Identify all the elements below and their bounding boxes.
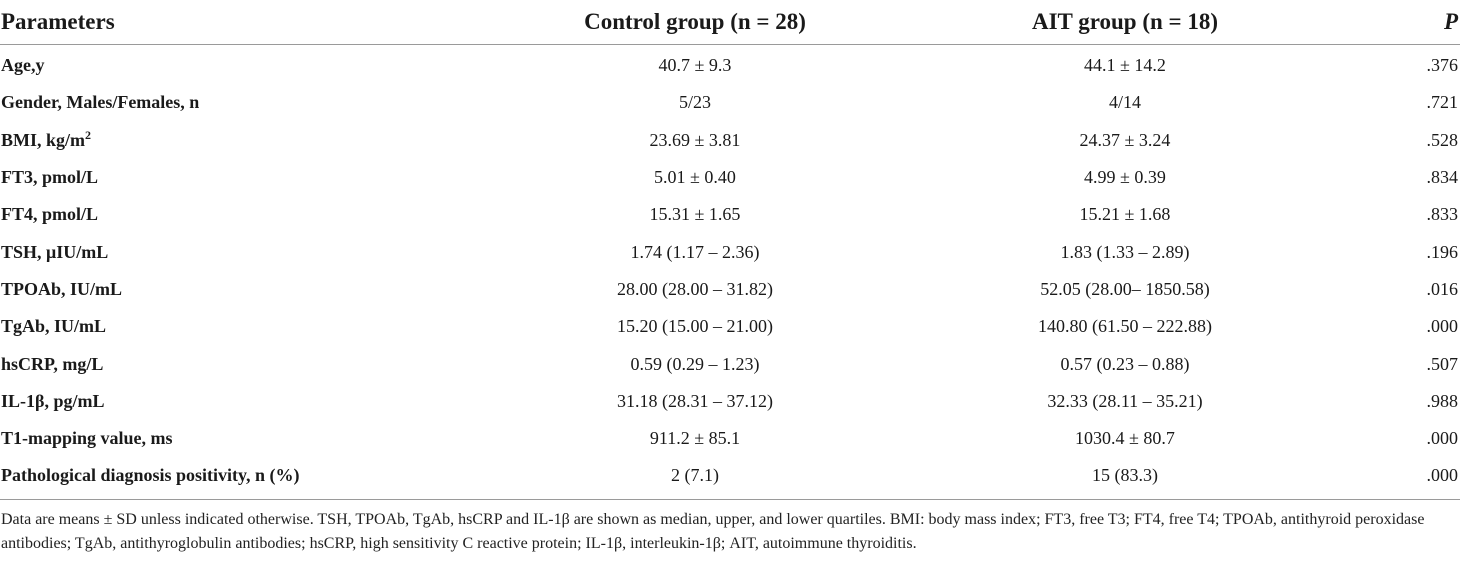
row-control-value: 40.7 ± 9.3	[658, 55, 732, 76]
row-ait-value: 140.80 (61.50 – 222.88)	[1038, 316, 1212, 337]
row-p-value: .834	[1426, 167, 1459, 188]
header-parameters: Parameters	[0, 0, 480, 45]
row-parameter: FT3, pmol/L	[1, 167, 99, 188]
table-row: TSH, μIU/mL 1.74 (1.17 – 2.36) 1.83 (1.3…	[0, 233, 1460, 270]
table-row: FT4, pmol/L 15.31 ± 1.65 15.21 ± 1.68 .8…	[0, 196, 1460, 233]
row-parameter: IL-1β, pg/mL	[1, 390, 105, 411]
header-row: Parameters Control group (n = 28) AIT gr…	[0, 0, 1460, 45]
row-ait-value: 44.1 ± 14.2	[1084, 55, 1166, 76]
table-row: T1-mapping value, ms 911.2 ± 85.1 1030.4…	[0, 420, 1460, 457]
row-p-value: .507	[1426, 353, 1459, 374]
row-parameter: Pathological diagnosis positivity, n (%)	[0, 457, 480, 500]
row-control-value: 1.74 (1.17 – 2.36)	[630, 241, 760, 262]
table-row: hsCRP, mg/L 0.59 (0.29 – 1.23) 0.57 (0.2…	[0, 345, 1460, 382]
row-control-value: 911.2 ± 85.1	[649, 428, 741, 449]
table-row: TPOAb, IU/mL 28.00 (28.00 – 31.82) 52.05…	[0, 271, 1460, 308]
row-p-value: .528	[1426, 129, 1459, 150]
row-control-value: 23.69 ± 3.81	[649, 129, 741, 150]
row-ait-value: 4/14	[1108, 92, 1141, 113]
header-control-group: Control group (n = 28)	[480, 0, 910, 45]
table-row: IL-1β, pg/mL 31.18 (28.31 – 37.12) 32.33…	[0, 383, 1460, 420]
row-parameter-text: BMI, kg/m	[1, 129, 86, 150]
row-ait-value: 52.05 (28.00– 1850.58)	[1040, 278, 1210, 299]
header-p-value: P	[1340, 0, 1460, 45]
row-control-value: 28.00 (28.00 – 31.82)	[617, 278, 773, 299]
row-ait-value: 15 (83.3)	[910, 457, 1340, 500]
row-control-value: 2 (7.1)	[480, 457, 910, 500]
row-parameter: TPOAb, IU/mL	[1, 278, 123, 299]
row-control-value: 5/23	[678, 92, 711, 113]
row-control-value: 31.18 (28.31 – 37.12)	[617, 390, 773, 411]
row-ait-value: 0.57 (0.23 – 0.88)	[1060, 353, 1190, 374]
table-body: Age,y 40.7 ± 9.3 44.1 ± 14.2 .376 Gender…	[0, 45, 1460, 500]
row-p-value: .721	[1426, 92, 1459, 113]
row-p-value: .000	[1426, 428, 1459, 449]
row-parameter: T1-mapping value, ms	[1, 428, 173, 449]
table-row: Pathological diagnosis positivity, n (%)…	[0, 457, 1460, 500]
characteristics-table: Parameters Control group (n = 28) AIT gr…	[0, 0, 1460, 500]
row-control-value: 15.31 ± 1.65	[649, 204, 741, 225]
row-ait-value: 1.83 (1.33 – 2.89)	[1060, 241, 1190, 262]
row-control-value: 0.59 (0.29 – 1.23)	[630, 353, 760, 374]
row-ait-value: 24.37 ± 3.24	[1079, 129, 1171, 150]
row-p-value: .016	[1426, 278, 1459, 299]
row-parameter: hsCRP, mg/L	[1, 353, 104, 374]
table-row: Age,y 40.7 ± 9.3 44.1 ± 14.2 .376	[0, 45, 1460, 85]
row-control-value: 15.20 (15.00 – 21.00)	[617, 316, 773, 337]
row-ait-value: 1030.4 ± 80.7	[1075, 428, 1175, 449]
row-parameter-bmi: BMI, kg/m2	[0, 122, 480, 159]
row-ait-value: 4.99 ± 0.39	[1084, 167, 1166, 188]
row-p-value: .833	[1426, 204, 1459, 225]
row-control-value: 5.01 ± 0.40	[654, 167, 736, 188]
row-p-value: .196	[1426, 241, 1459, 262]
characteristics-table-container: Parameters Control group (n = 28) AIT gr…	[0, 0, 1460, 500]
row-parameter: TgAb, IU/mL	[1, 316, 107, 337]
row-parameter: Gender, Males/Females, n	[1, 92, 200, 113]
row-p-value: .988	[1426, 390, 1459, 411]
row-p-value: .376	[1426, 55, 1459, 76]
table-footnote: Data are means ± SD unless indicated oth…	[1, 511, 1425, 552]
header-ait-group: AIT group (n = 18)	[910, 0, 1340, 45]
row-p-value: .000	[1340, 457, 1460, 500]
table-row: Gender, Males/Females, n 5/23 4/14 .721	[0, 84, 1460, 121]
row-parameter-superscript: 2	[85, 127, 92, 142]
table-row: FT3, pmol/L 5.01 ± 0.40 4.99 ± 0.39 .834	[0, 159, 1460, 196]
row-p-value: .000	[1426, 316, 1459, 337]
table-header: Parameters Control group (n = 28) AIT gr…	[0, 0, 1460, 45]
row-ait-value: 32.33 (28.11 – 35.21)	[1047, 390, 1203, 411]
row-parameter: Age,y	[1, 55, 45, 76]
row-parameter: TSH, μIU/mL	[1, 241, 109, 262]
row-parameter: FT4, pmol/L	[1, 204, 99, 225]
table-row: BMI, kg/m2 23.69 ± 3.81 24.37 ± 3.24 .52…	[0, 122, 1460, 159]
row-ait-value: 15.21 ± 1.68	[1079, 204, 1171, 225]
table-row: TgAb, IU/mL 15.20 (15.00 – 21.00) 140.80…	[0, 308, 1460, 345]
